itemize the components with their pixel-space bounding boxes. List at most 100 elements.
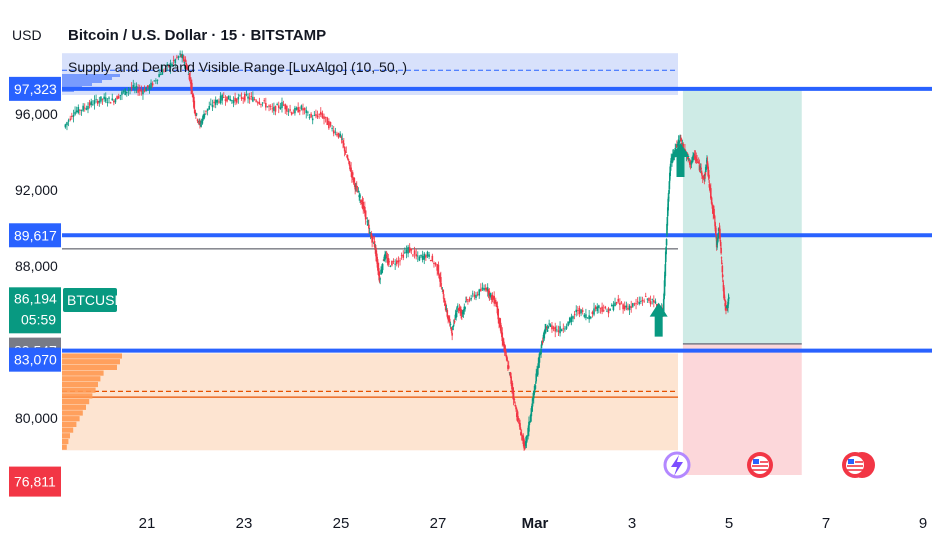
candle-body	[476, 294, 479, 296]
us-flag-events-icon[interactable]	[842, 452, 875, 478]
candle-body	[159, 74, 162, 76]
candle-body	[151, 83, 154, 86]
candle-body	[708, 183, 711, 188]
candle-body	[266, 106, 269, 108]
candle-body	[596, 306, 599, 312]
candle-body	[292, 112, 295, 114]
candle-body	[347, 159, 350, 161]
candle-body	[348, 161, 351, 166]
candle-body	[187, 67, 189, 71]
candle-body	[540, 349, 542, 355]
candle-body	[354, 184, 356, 190]
candle-body	[119, 94, 122, 96]
candle-body	[557, 330, 560, 333]
earnings-flash-icon[interactable]	[663, 451, 691, 479]
candle-body	[356, 191, 359, 193]
candle-body	[606, 310, 608, 312]
candle-body	[336, 133, 338, 136]
candle-body	[526, 435, 529, 437]
candle-body	[114, 99, 117, 103]
candle-body	[355, 185, 358, 188]
candle-body	[211, 104, 214, 108]
candle-body	[651, 298, 654, 300]
candle-body	[721, 274, 724, 278]
candle-body	[538, 353, 541, 363]
candle-body	[575, 309, 578, 313]
candle-body	[121, 91, 123, 95]
candle-body	[488, 291, 491, 297]
candle-body	[524, 444, 526, 446]
candle-body	[208, 106, 211, 110]
candle-body	[351, 172, 353, 178]
candle-body	[378, 274, 380, 277]
candle-body	[214, 99, 217, 105]
candle-body	[449, 323, 452, 325]
candle-body	[644, 296, 647, 298]
candle-body	[274, 106, 277, 112]
candle-body	[140, 90, 143, 92]
candle-body	[615, 301, 618, 304]
candle-body	[704, 172, 707, 175]
chart-title: Bitcoin / U.S. Dollar · 15 · BITSTAMP	[68, 27, 326, 44]
candle-body	[539, 354, 542, 356]
candle-body	[438, 274, 441, 279]
candle-body	[385, 256, 388, 258]
candle-body	[549, 324, 552, 327]
candle-body	[116, 96, 118, 100]
candle-body	[682, 143, 685, 149]
candle-body	[95, 98, 97, 100]
candle-body	[505, 355, 508, 358]
candle-body	[101, 98, 104, 100]
candle-body	[269, 106, 272, 108]
candle-body	[341, 138, 344, 140]
candle-body	[562, 328, 565, 330]
candle-body	[437, 264, 440, 275]
candle-body	[321, 113, 324, 118]
candle-body	[129, 88, 131, 90]
candle-body	[552, 327, 555, 329]
candle-body	[635, 303, 637, 305]
candle-body	[502, 339, 504, 345]
candle-body	[199, 120, 201, 125]
candle-body	[138, 88, 141, 92]
profile-bar	[62, 364, 117, 370]
candle-body	[130, 87, 133, 89]
signal-arrows	[649, 143, 690, 337]
candle-body	[418, 256, 421, 261]
candle-body	[680, 138, 682, 142]
x-tick-label: 27	[430, 515, 447, 532]
candle-body	[74, 111, 76, 115]
candle-body	[381, 269, 383, 273]
candle-body	[524, 441, 527, 446]
candle-body	[664, 251, 667, 263]
candle-body	[271, 108, 274, 110]
level-badge-83070: 83,070	[14, 352, 57, 368]
candle-body	[148, 85, 151, 90]
candle-body	[85, 108, 88, 110]
profile-bar	[62, 404, 86, 410]
candle-body	[694, 155, 697, 158]
indicator-title[interactable]: Supply and Demand Visible Range [LuxAlgo…	[68, 59, 407, 75]
candle-body	[350, 167, 352, 173]
candle-body	[570, 316, 573, 322]
candle-body	[313, 114, 316, 116]
candle-body	[441, 290, 444, 292]
candle-body	[531, 403, 533, 412]
long-position-tool[interactable]	[682, 88, 802, 475]
candle-body	[368, 224, 370, 229]
candle-body	[106, 102, 109, 103]
us-flag-event-icon[interactable]	[747, 452, 773, 478]
candle-body	[253, 99, 256, 100]
candle-body	[340, 136, 343, 138]
candle-body	[192, 95, 195, 103]
candle-body	[135, 86, 138, 89]
candle-body	[689, 161, 692, 165]
candle-body	[677, 139, 680, 146]
candle-body	[716, 241, 719, 244]
candle-body	[308, 117, 311, 119]
candle-body	[242, 98, 244, 100]
candle-body	[543, 331, 546, 339]
candle-body	[494, 300, 497, 304]
candle-body	[145, 88, 147, 92]
